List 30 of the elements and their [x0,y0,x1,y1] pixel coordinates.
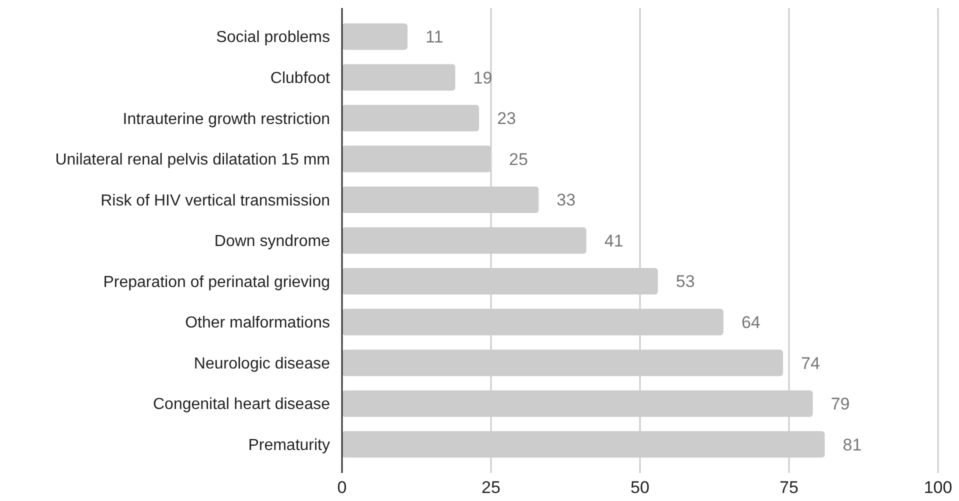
y-tick-label: Clubfoot [270,70,331,87]
x-tick-label: 0 [337,478,347,497]
y-tick-label: Unilateral renal pelvis dilatation 15 mm [55,152,330,169]
y-tick-label: Risk of HIV vertical transmission [100,192,330,210]
data-label: 74 [801,354,820,373]
y-tick-label: Down syndrome [214,233,330,250]
data-label: 79 [830,394,850,414]
x-tick-label: 75 [780,478,798,497]
data-label: 53 [676,272,695,292]
x-tick-label: 50 [630,478,650,497]
y-tick-label: Prematurity [248,437,330,454]
data-label: 11 [426,28,444,47]
data-label: 33 [556,190,576,210]
data-label: 19 [473,68,492,88]
bar [342,104,480,132]
y-tick-label: Preparation of perinatal grieving [103,274,330,291]
bar [342,23,408,50]
y-tick-label: Social problems [216,29,330,46]
data-label: 23 [497,109,516,128]
data-label: 25 [509,150,528,169]
y-tick-label: Intrauterine growth restriction [122,110,330,128]
data-label: 81 [842,435,862,454]
data-label: 41 [604,231,624,250]
y-tick-label: Congenital heart disease [152,396,330,414]
data-label: 64 [741,313,760,332]
y-tick-label: Neurologic disease [194,355,330,372]
x-tick-label: 25 [482,478,500,497]
x-tick-label: 100 [924,478,952,497]
bar [342,64,456,91]
y-tick-label: Other malformations [185,314,330,332]
